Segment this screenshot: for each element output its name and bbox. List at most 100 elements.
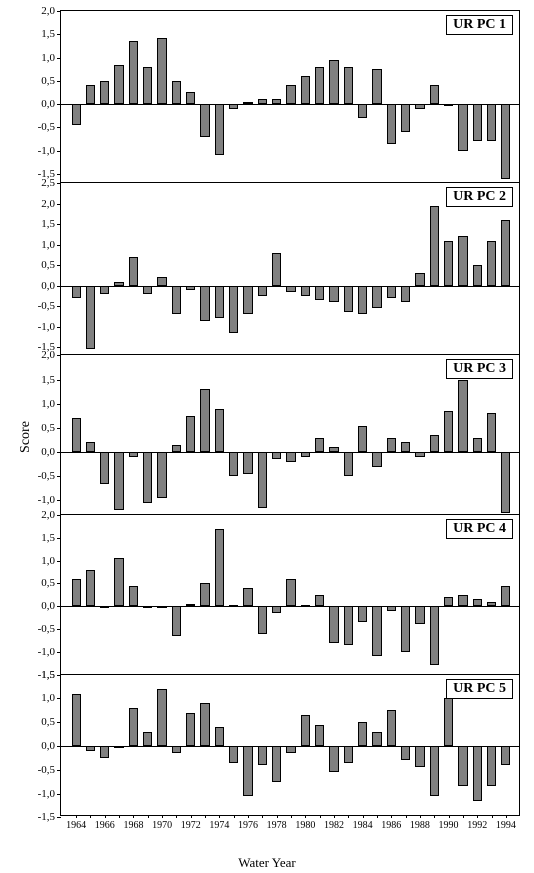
x-tick-label: 1978 bbox=[262, 815, 292, 831]
y-tick-label: 1,0 bbox=[41, 398, 61, 410]
bar bbox=[272, 746, 281, 782]
bar bbox=[272, 452, 281, 459]
bar bbox=[358, 426, 367, 453]
bar bbox=[243, 588, 252, 606]
y-tick-label: -0,5 bbox=[38, 121, 61, 133]
y-tick-label: 1,5 bbox=[41, 532, 61, 544]
bar bbox=[358, 722, 367, 746]
y-tick-label: -1,0 bbox=[38, 145, 61, 157]
chart-panel: UR PC 3-1,0-0,50,00,51,01,52,0 bbox=[60, 354, 520, 514]
bar bbox=[143, 732, 152, 746]
bar bbox=[358, 286, 367, 315]
bar bbox=[129, 708, 138, 746]
bar bbox=[72, 579, 81, 606]
bar bbox=[501, 104, 510, 178]
bar bbox=[401, 746, 410, 760]
bar bbox=[415, 452, 424, 457]
bar bbox=[387, 104, 396, 144]
bar bbox=[186, 713, 195, 746]
bar bbox=[358, 606, 367, 622]
y-tick-label: 1,0 bbox=[41, 692, 61, 704]
bar bbox=[315, 725, 324, 746]
bar bbox=[100, 81, 109, 104]
x-tick-label: 1986 bbox=[376, 815, 406, 831]
bar bbox=[344, 452, 353, 476]
y-tick-label: -1,0 bbox=[38, 788, 61, 800]
bar bbox=[315, 286, 324, 300]
bar bbox=[72, 418, 81, 452]
bar bbox=[487, 746, 496, 786]
bar bbox=[86, 85, 95, 104]
x-tick-label: 1990 bbox=[434, 815, 464, 831]
bar bbox=[114, 558, 123, 606]
bar bbox=[487, 241, 496, 286]
bar bbox=[401, 104, 410, 132]
bar bbox=[301, 605, 310, 607]
bar bbox=[501, 586, 510, 607]
bar bbox=[444, 411, 453, 452]
bar bbox=[487, 413, 496, 452]
bar bbox=[215, 104, 224, 155]
bar bbox=[301, 452, 310, 457]
y-tick-label: 2,0 bbox=[41, 198, 61, 210]
bar bbox=[473, 438, 482, 453]
y-tick-label: -0,5 bbox=[38, 300, 61, 312]
y-tick-label: -1,0 bbox=[38, 494, 61, 506]
y-tick-label: -0,5 bbox=[38, 623, 61, 635]
bar bbox=[387, 606, 396, 611]
bar bbox=[258, 99, 267, 104]
x-tick-label: 1966 bbox=[90, 815, 120, 831]
bar bbox=[243, 286, 252, 315]
x-tick-label: 1968 bbox=[118, 815, 148, 831]
bar bbox=[186, 604, 195, 606]
y-tick-label: 0,5 bbox=[41, 422, 61, 434]
bar bbox=[458, 595, 467, 606]
bar bbox=[72, 104, 81, 125]
bar bbox=[143, 67, 152, 104]
bar bbox=[172, 81, 181, 104]
bar bbox=[501, 220, 510, 286]
bar bbox=[229, 104, 238, 109]
y-tick-label: 0,0 bbox=[41, 600, 61, 612]
bar bbox=[358, 104, 367, 118]
x-tick-label: 1970 bbox=[147, 815, 177, 831]
bar bbox=[458, 104, 467, 151]
bar bbox=[114, 746, 123, 748]
bar bbox=[143, 286, 152, 294]
y-tick-label: 0,0 bbox=[41, 280, 61, 292]
bar bbox=[86, 286, 95, 350]
bar bbox=[100, 606, 109, 608]
bar bbox=[387, 286, 396, 298]
bar bbox=[415, 606, 424, 624]
zero-line bbox=[61, 606, 519, 607]
bar bbox=[157, 689, 166, 746]
bar bbox=[172, 445, 181, 452]
y-tick-label: 0,0 bbox=[41, 446, 61, 458]
bar bbox=[372, 452, 381, 467]
bar bbox=[72, 694, 81, 746]
bar bbox=[200, 583, 209, 606]
bar bbox=[286, 579, 295, 606]
x-tick-label: 1988 bbox=[405, 815, 435, 831]
bar bbox=[215, 286, 224, 319]
x-tick-label: 1984 bbox=[348, 815, 378, 831]
y-tick-label: 2,0 bbox=[41, 5, 61, 17]
x-axis-label: Water Year bbox=[238, 855, 295, 871]
bar bbox=[301, 286, 310, 296]
bar bbox=[114, 282, 123, 286]
bar bbox=[129, 586, 138, 607]
bar bbox=[258, 746, 267, 765]
y-tick-label: -1,5 bbox=[38, 811, 61, 823]
bar bbox=[186, 92, 195, 104]
x-tick-label: 1982 bbox=[319, 815, 349, 831]
bar bbox=[372, 732, 381, 746]
bar bbox=[172, 746, 181, 753]
bar bbox=[444, 241, 453, 286]
bar bbox=[415, 746, 424, 767]
bar bbox=[458, 380, 467, 453]
bar bbox=[100, 746, 109, 758]
bar bbox=[344, 606, 353, 645]
bar bbox=[86, 442, 95, 452]
y-tick-label: -1,0 bbox=[38, 321, 61, 333]
bar bbox=[272, 99, 281, 104]
